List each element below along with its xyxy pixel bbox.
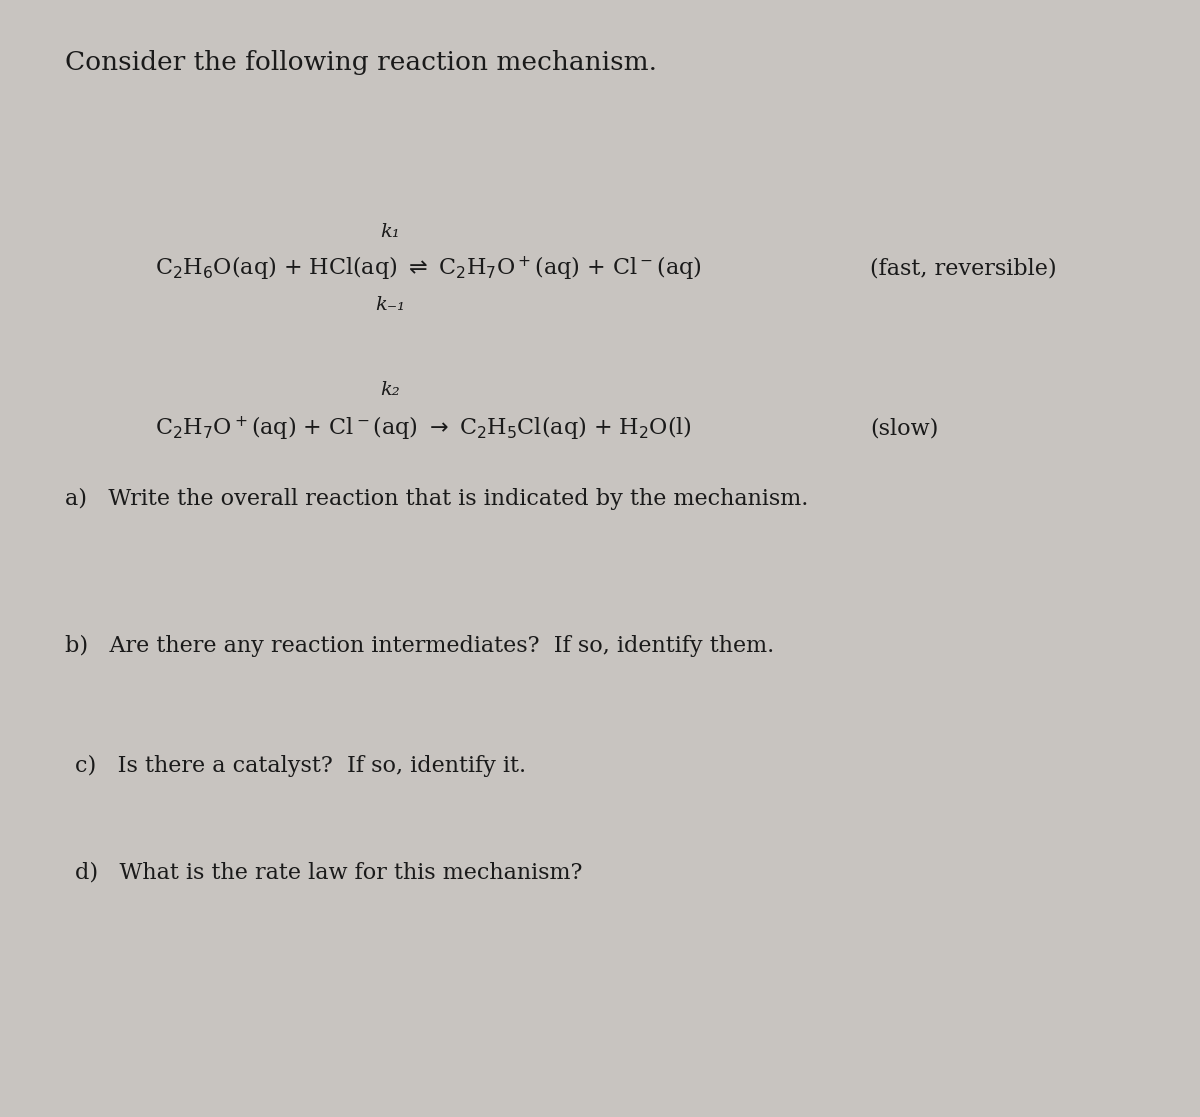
Text: a)   Write the overall reaction that is indicated by the mechanism.: a) Write the overall reaction that is in… — [65, 488, 809, 510]
Text: d)   What is the rate law for this mechanism?: d) What is the rate law for this mechani… — [74, 862, 582, 884]
Text: (fast, reversible): (fast, reversible) — [870, 257, 1057, 279]
Text: (slow): (slow) — [870, 417, 938, 439]
Text: Consider the following reaction mechanism.: Consider the following reaction mechanis… — [65, 50, 658, 75]
Text: k₋₁: k₋₁ — [374, 296, 406, 314]
Text: C$_2$H$_6$O(aq) + HCl(aq) $\rightleftharpoons$ C$_2$H$_7$O$^+$(aq) + Cl$^-$(aq): C$_2$H$_6$O(aq) + HCl(aq) $\rightlefthar… — [155, 254, 702, 281]
Text: k₂: k₂ — [380, 381, 400, 399]
Text: C$_2$H$_7$O$^+$(aq) + Cl$^-$(aq) $\rightarrow$ C$_2$H$_5$Cl(aq) + H$_2$O(l): C$_2$H$_7$O$^+$(aq) + Cl$^-$(aq) $\right… — [155, 414, 692, 442]
Text: c)   Is there a catalyst?  If so, identify it.: c) Is there a catalyst? If so, identify … — [74, 755, 526, 777]
Text: k₁: k₁ — [380, 223, 400, 241]
Text: b)   Are there any reaction intermediates?  If so, identify them.: b) Are there any reaction intermediates?… — [65, 634, 774, 657]
